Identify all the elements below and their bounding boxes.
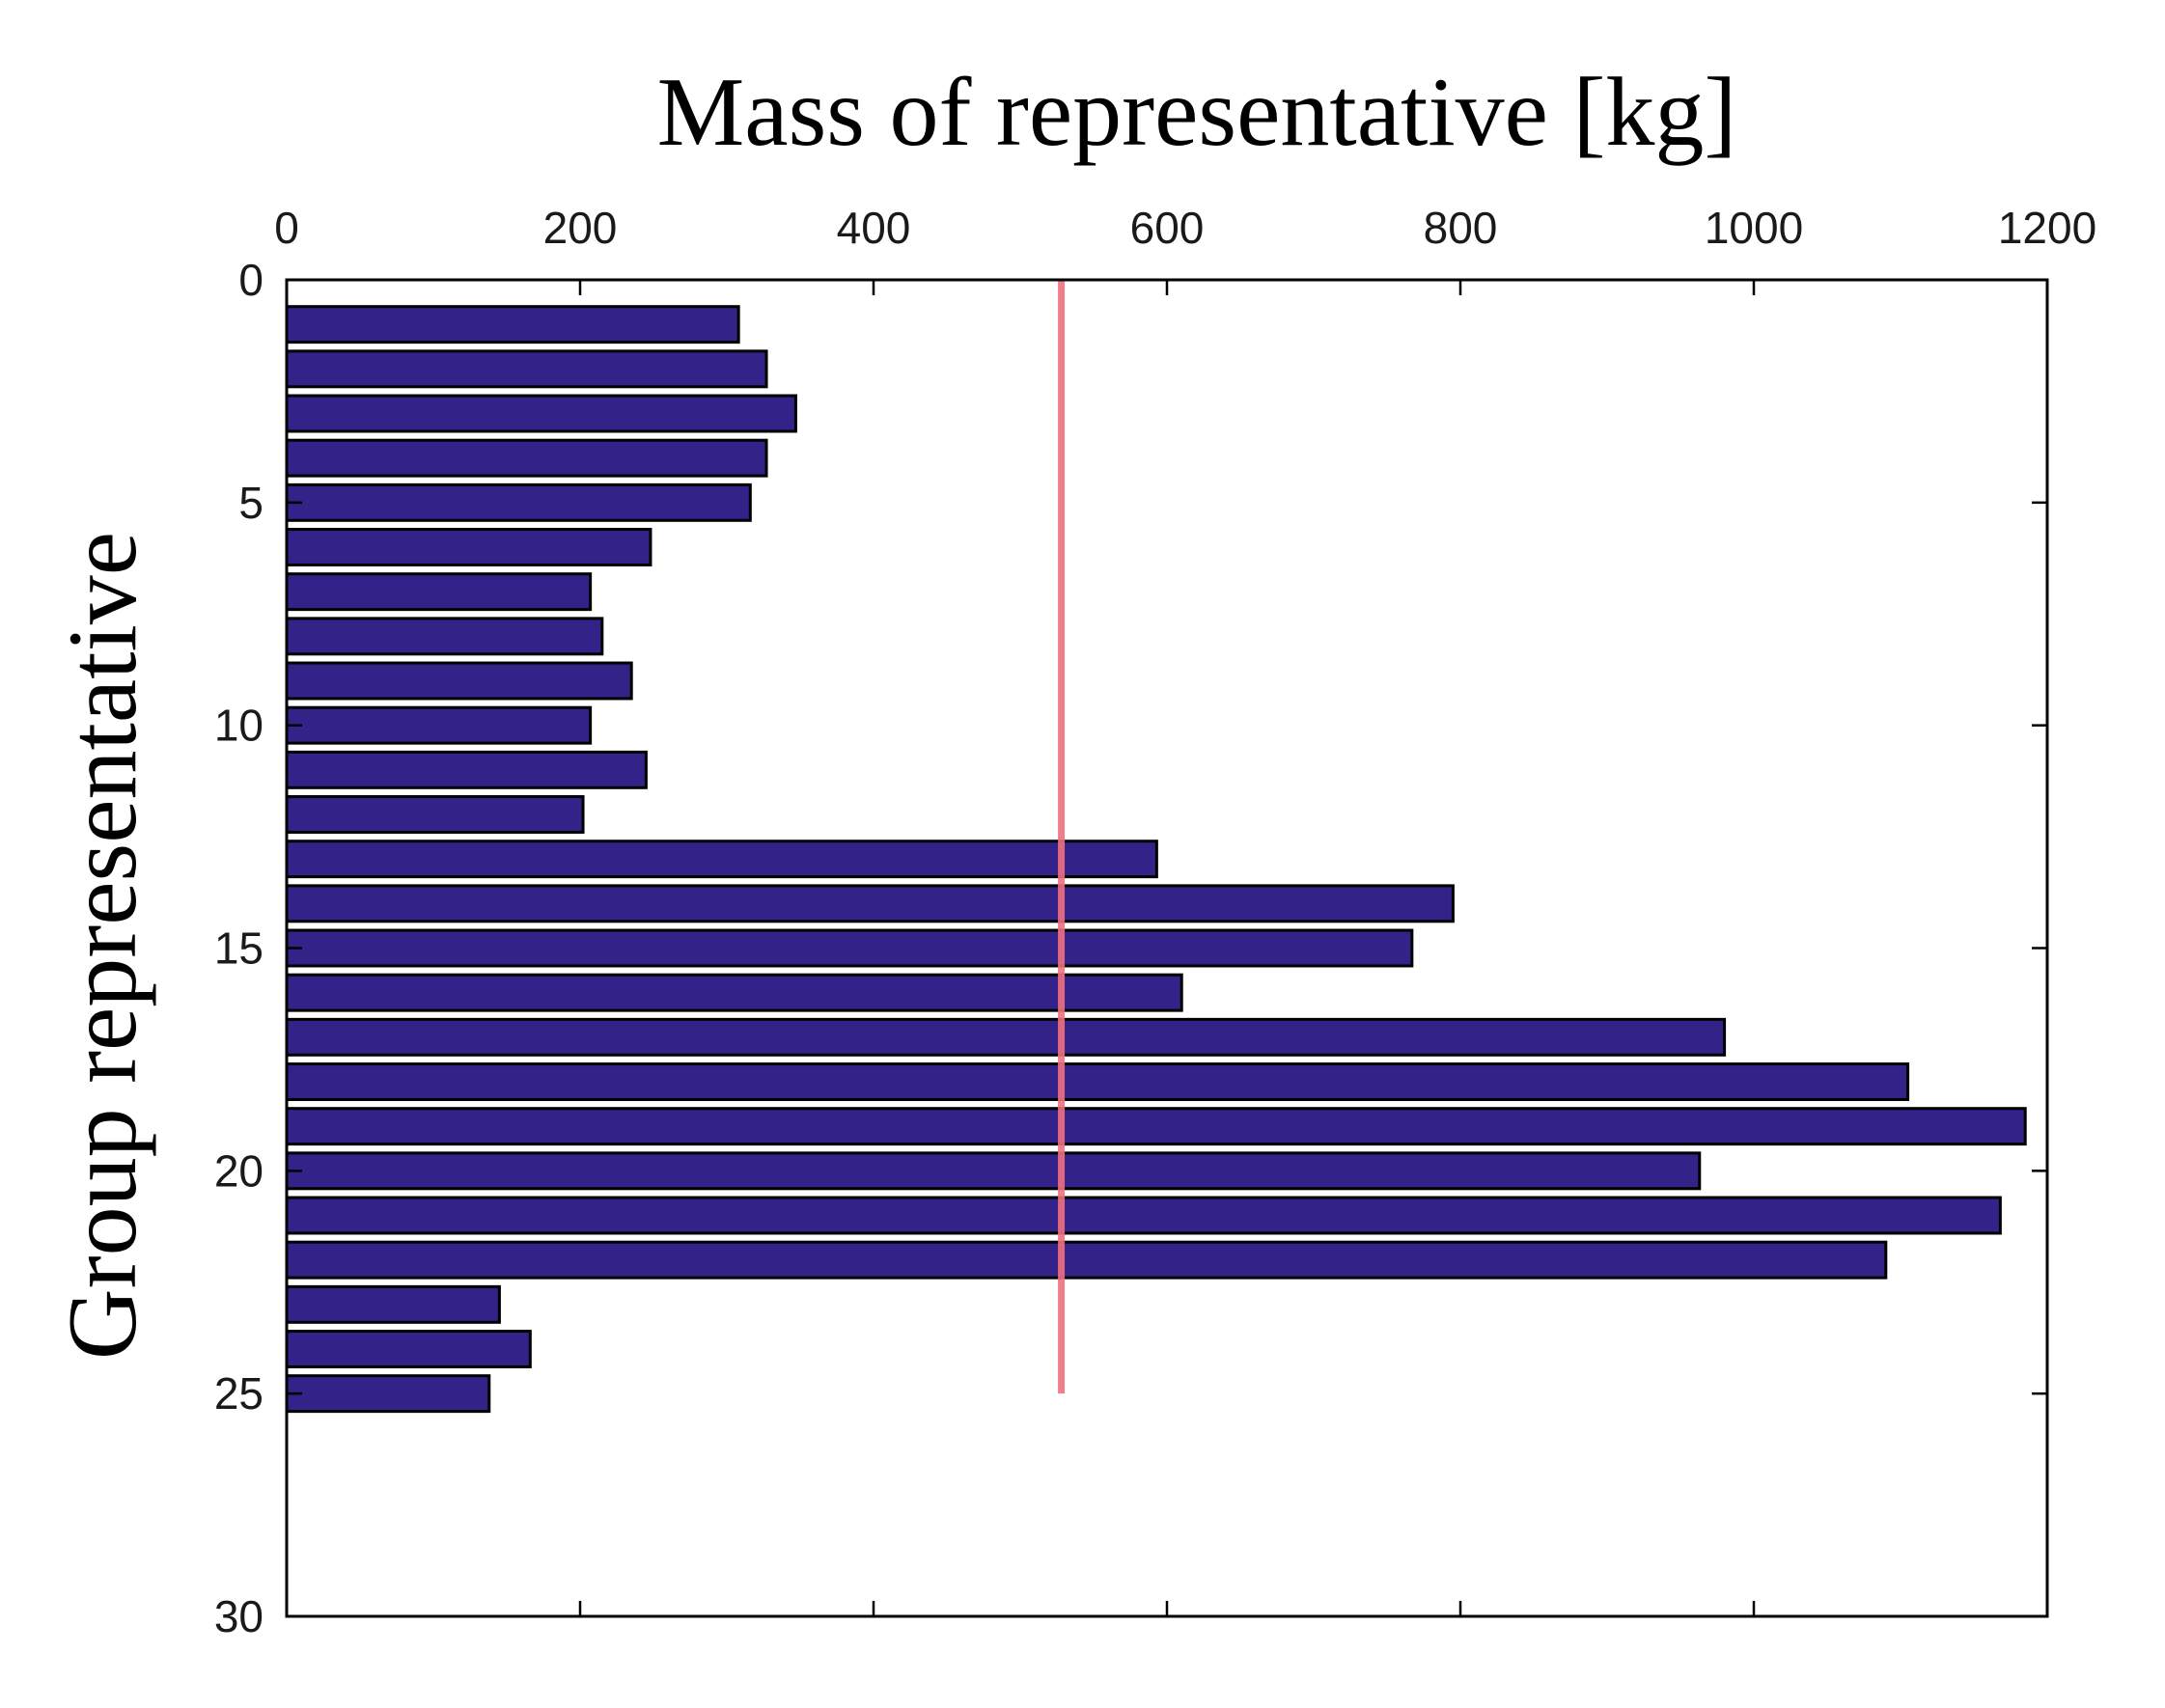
bar-group-2: [285, 349, 768, 389]
y-tick-label-30: 30: [214, 1591, 264, 1641]
bar-group-5: [285, 482, 752, 522]
bar-group-17: [285, 1017, 1727, 1057]
bar-group-25: [285, 1374, 491, 1414]
bar-group-1: [285, 305, 740, 344]
y-tick-label-15: 15: [214, 923, 264, 974]
x-tick-label-400: 400: [837, 203, 911, 253]
x-tick-label-600: 600: [1130, 203, 1205, 253]
y-axis-label: Group representative: [48, 532, 157, 1360]
x-tick-label-200: 200: [543, 203, 618, 253]
bar-group-20: [285, 1151, 1702, 1191]
bar-group-21: [285, 1196, 2002, 1235]
ticks-layer: 0 200 400 600 800 1000 1200 0 5 10 15 20 25 30: [214, 203, 2096, 1641]
bar-group-16: [285, 973, 1183, 1012]
y-tick-label-20: 20: [214, 1145, 264, 1196]
y-tick-label-0: 0: [238, 255, 264, 305]
y-tick-label-25: 25: [214, 1368, 264, 1419]
bar-group-15: [285, 928, 1414, 968]
bar-group-24: [285, 1330, 532, 1368]
bar-group-18: [285, 1062, 1910, 1101]
bar-group-19: [285, 1107, 2027, 1146]
bar-group-3: [285, 394, 797, 433]
bar-group-8: [285, 617, 604, 656]
bar-group-22: [285, 1240, 1888, 1280]
bar-group-9: [285, 661, 633, 701]
x-tick-label-0: 0: [274, 203, 299, 253]
bar-group-4: [285, 438, 768, 478]
y-tick-label-5: 5: [238, 478, 264, 528]
chart-title: Mass of representative [kg]: [657, 58, 1737, 167]
bars-layer: [285, 305, 2027, 1414]
bar-group-13: [285, 840, 1158, 879]
bar-group-12: [285, 795, 585, 834]
bar-group-10: [285, 705, 593, 745]
y-tick-label-10: 10: [214, 701, 264, 751]
bar-group-23: [285, 1284, 501, 1324]
x-tick-label-1200: 1200: [1998, 203, 2096, 253]
bar-group-7: [285, 572, 593, 612]
x-tick-label-1000: 1000: [1705, 203, 1803, 253]
x-tick-label-800: 800: [1424, 203, 1498, 253]
bar-group-14: [285, 884, 1455, 923]
bar-group-6: [285, 528, 652, 566]
bar-group-11: [285, 750, 648, 789]
